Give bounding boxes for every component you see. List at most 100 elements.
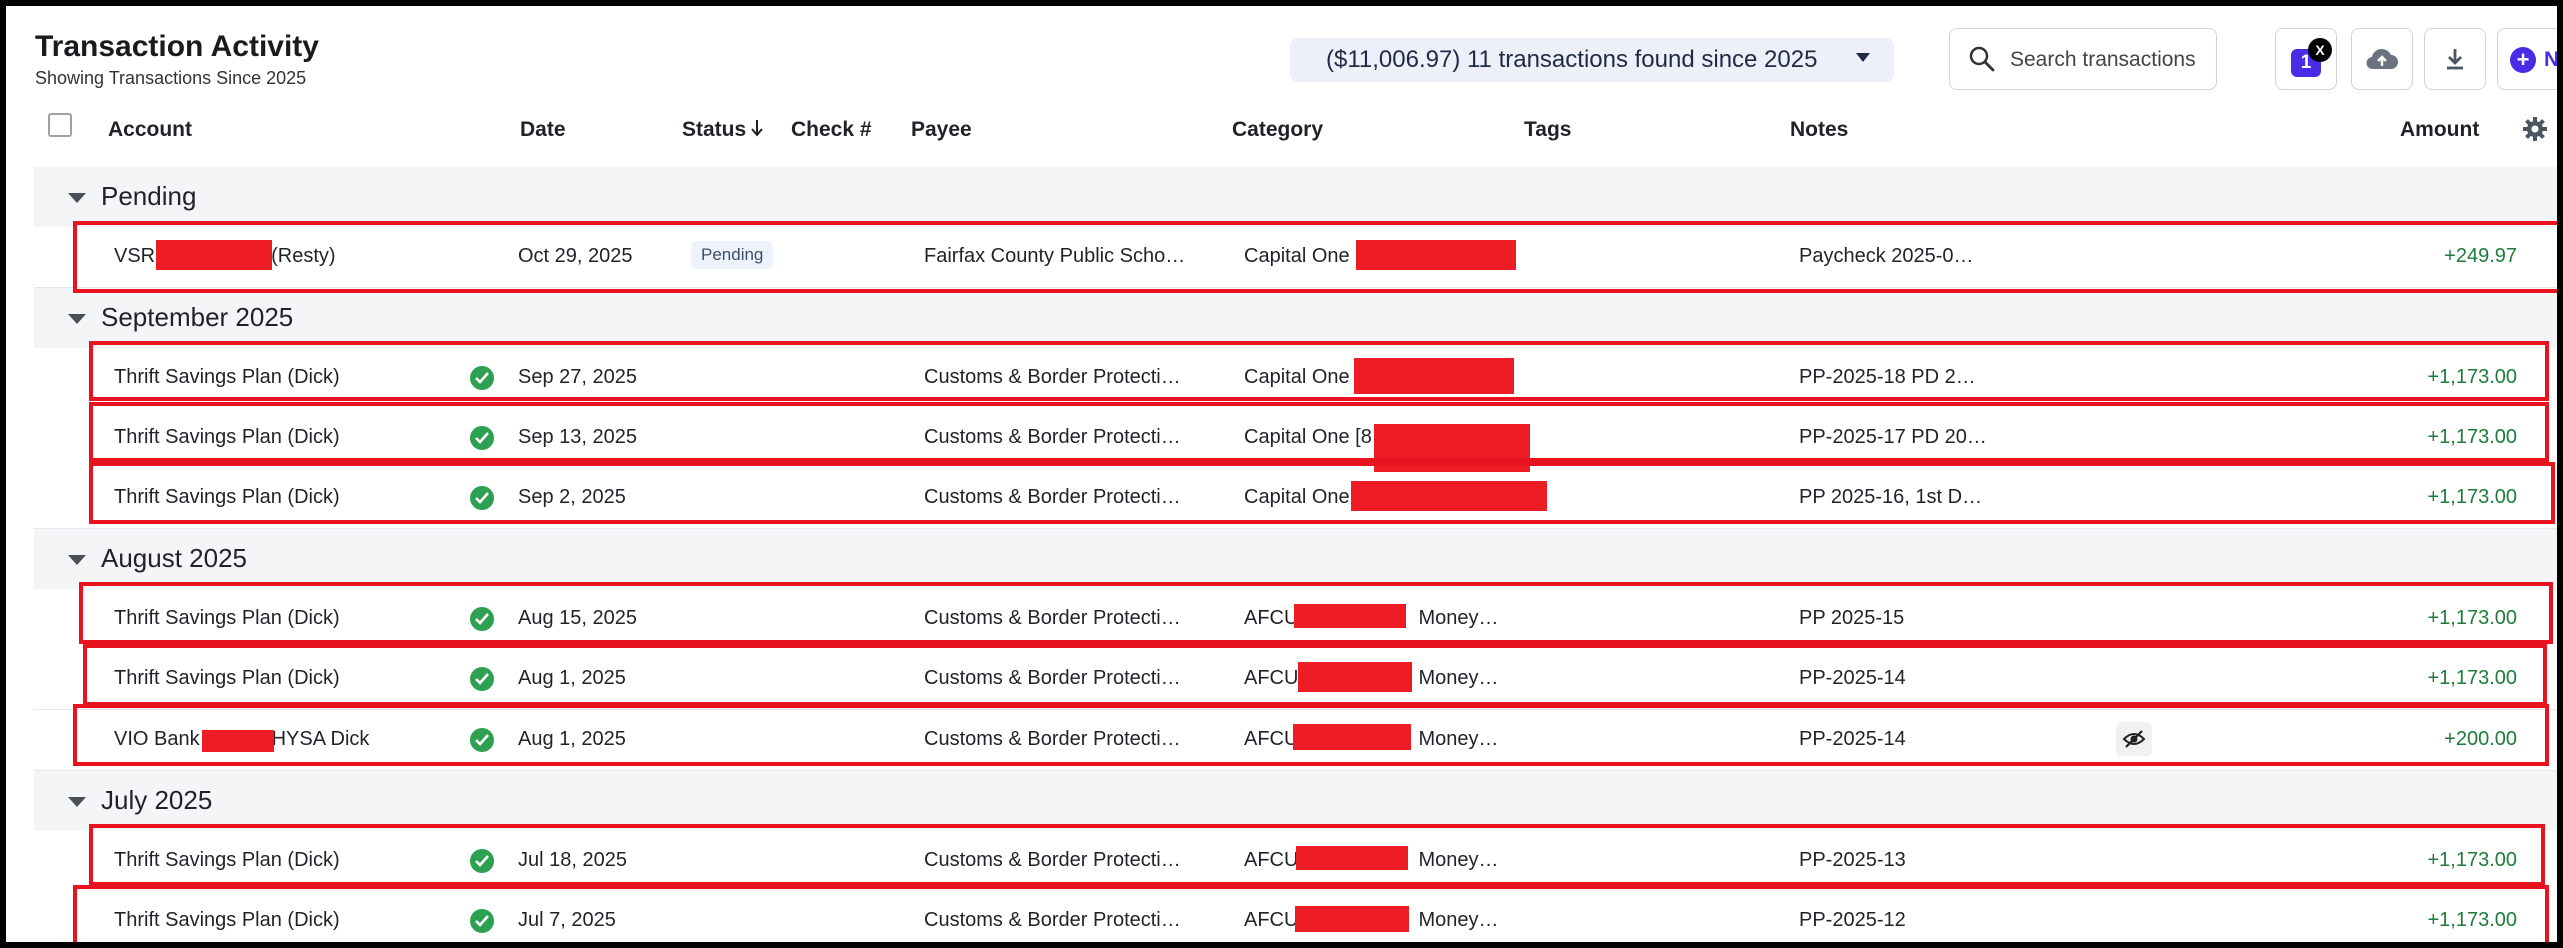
account-cell: Thrift Savings Plan (Dick) (114, 607, 340, 629)
download-icon (2447, 49, 2463, 70)
notes-cell: PP-2025-17 PD 20… (1799, 426, 1987, 448)
group-header-september-2025[interactable]: September 2025 (34, 288, 2557, 349)
redaction-block (1374, 424, 1530, 472)
date-cell: Aug 1, 2025 (518, 667, 626, 689)
col-check[interactable]: Check # (791, 118, 872, 141)
table-row[interactable]: Thrift Savings Plan (Dick) Sep 27, 2025 … (34, 348, 2557, 409)
collapse-triangle-icon[interactable] (68, 193, 86, 203)
amount-cell: +249.97 (2444, 245, 2517, 267)
group-header-august-2025[interactable]: August 2025 (34, 529, 2557, 590)
redaction-block (1293, 724, 1411, 750)
group-label: July 2025 (101, 785, 213, 815)
table-row[interactable]: VSR (Resty) Pending Oct 29, 2025 Fairfax … (34, 227, 2557, 288)
category-cell: Capital One (1244, 366, 1350, 388)
search-input[interactable] (2008, 43, 2212, 77)
col-amount[interactable]: Amount (2400, 118, 2480, 141)
collapse-triangle-icon[interactable] (68, 314, 86, 324)
cleared-check-icon (470, 909, 494, 933)
redaction-block (1295, 906, 1409, 932)
col-account[interactable]: Account (108, 118, 192, 141)
summary-dropdown[interactable]: ($11,006.97) 11 transactions found since… (1290, 38, 1894, 82)
col-tags[interactable]: Tags (1524, 118, 1572, 141)
clear-filter-icon[interactable]: X (2308, 38, 2332, 62)
filter-button[interactable]: 1 X (2275, 28, 2337, 90)
notes-cell: PP 2025-15 (1799, 607, 1905, 629)
amount-cell: +1,173.00 (2427, 667, 2517, 689)
group-header-july-2025[interactable]: July 2025 (34, 771, 2557, 832)
cleared-check-icon (470, 667, 494, 691)
select-all-checkbox[interactable] (48, 113, 72, 137)
date-cell: Aug 1, 2025 (518, 728, 626, 750)
table-row[interactable]: Thrift Savings Plan (Dick) Aug 1, 2025 C… (34, 649, 2557, 710)
status-badge: Pending (691, 241, 774, 269)
col-category[interactable]: Category (1232, 118, 1324, 141)
amount-cell: +1,173.00 (2427, 909, 2517, 931)
table-row[interactable]: Thrift Savings Plan (Dick) Jul 18, 2025 … (34, 831, 2557, 892)
cleared-check-icon (470, 486, 494, 510)
summary-text: ($11,006.97) 11 transactions found since… (1326, 46, 1818, 73)
new-transaction-button[interactable]: + Ne (2497, 28, 2557, 90)
group-header-pending[interactable]: Pending (34, 167, 2557, 228)
page-title: Transaction Activity (35, 30, 319, 63)
redaction-block (1351, 481, 1547, 511)
account-cell: Thrift Savings Plan (Dick) (114, 426, 340, 448)
page-subtitle: Showing Transactions Since 2025 (35, 68, 307, 88)
notes-cell: PP-2025-12 (1799, 909, 1906, 931)
col-status[interactable]: Status (682, 118, 764, 142)
amount-cell: +200.00 (2444, 728, 2517, 750)
cloud-upload-icon (2366, 48, 2398, 70)
cleared-check-icon (470, 607, 494, 631)
category-cell: AFCU Money… (1244, 849, 1499, 871)
group-label: September 2025 (101, 302, 294, 332)
col-notes[interactable]: Notes (1790, 118, 1849, 141)
new-button-label: Ne (2544, 48, 2557, 71)
table-row[interactable]: Thrift Savings Plan (Dick) Sep 2, 2025 C… (34, 468, 2557, 529)
gear-icon[interactable] (2522, 116, 2548, 142)
redaction-block (156, 240, 272, 270)
upload-button[interactable] (2351, 28, 2413, 90)
payee-cell: Customs & Border Protecti… (924, 486, 1181, 508)
account-cell: Thrift Savings Plan (Dick) (114, 667, 340, 689)
date-cell: Sep 13, 2025 (518, 426, 637, 448)
account-cell: Thrift Savings Plan (Dick) (114, 849, 340, 871)
account-cell: Thrift Savings Plan (Dick) (114, 486, 340, 508)
payee-cell: Customs & Border Protecti… (924, 607, 1181, 629)
category-cell: AFCU Money… (1244, 607, 1499, 629)
col-payee[interactable]: Payee (911, 118, 972, 141)
amount-cell: +1,173.00 (2427, 486, 2517, 508)
app-frame: Transaction Activity Showing Transaction… (6, 6, 2557, 942)
date-cell: Aug 15, 2025 (518, 607, 637, 629)
plus-circle-icon: + (2510, 47, 2536, 73)
category-cell: AFCU Money… (1244, 667, 1499, 689)
category-cell: AFCU Money… (1244, 728, 1499, 750)
category-cell: Capital One (1244, 486, 1350, 508)
account-cell: VIO Bank HYSA Dick (114, 728, 370, 750)
amount-cell: +1,173.00 (2427, 607, 2517, 629)
collapse-triangle-icon[interactable] (68, 555, 86, 565)
amount-cell: +1,173.00 (2427, 849, 2517, 871)
cleared-check-icon (470, 426, 494, 450)
payee-cell: Customs & Border Protecti… (924, 728, 1181, 750)
account-cell: VSR (Resty) (114, 245, 336, 267)
notes-cell: PP-2025-13 (1799, 849, 1906, 871)
notes-cell: PP-2025-14 (1799, 728, 1906, 750)
redaction-block (1356, 240, 1516, 270)
notes-cell: PP 2025-16, 1st D… (1799, 486, 1983, 508)
date-cell: Jul 7, 2025 (518, 909, 616, 931)
redaction-block (202, 730, 274, 752)
payee-cell: Customs & Border Protecti… (924, 426, 1181, 448)
sort-arrow-icon (751, 120, 763, 137)
redaction-block (1294, 604, 1406, 628)
payee-cell: Customs & Border Protecti… (924, 909, 1181, 931)
date-cell: Oct 29, 2025 (518, 245, 633, 267)
account-cell: Thrift Savings Plan (Dick) (114, 909, 340, 931)
col-date[interactable]: Date (520, 118, 566, 141)
eye-off-icon[interactable] (2116, 722, 2152, 756)
payee-cell: Customs & Border Protecti… (924, 849, 1181, 871)
table-row[interactable]: Thrift Savings Plan (Dick) Sep 13, 2025 … (34, 408, 2557, 469)
download-button[interactable] (2424, 28, 2486, 90)
search-box[interactable] (1949, 28, 2217, 90)
group-label: Pending (101, 181, 197, 211)
collapse-triangle-icon[interactable] (68, 797, 86, 807)
payee-cell: Customs & Border Protecti… (924, 366, 1181, 388)
